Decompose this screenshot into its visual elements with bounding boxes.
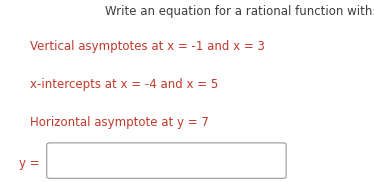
Text: Write an equation for a rational function with:: Write an equation for a rational functio… <box>105 5 374 18</box>
Text: y =: y = <box>19 157 39 170</box>
Text: Horizontal asymptote at y = 7: Horizontal asymptote at y = 7 <box>30 116 209 129</box>
Text: x-intercepts at x = -4 and x = 5: x-intercepts at x = -4 and x = 5 <box>30 78 218 91</box>
Text: Vertical asymptotes at x = -1 and x = 3: Vertical asymptotes at x = -1 and x = 3 <box>30 40 265 53</box>
